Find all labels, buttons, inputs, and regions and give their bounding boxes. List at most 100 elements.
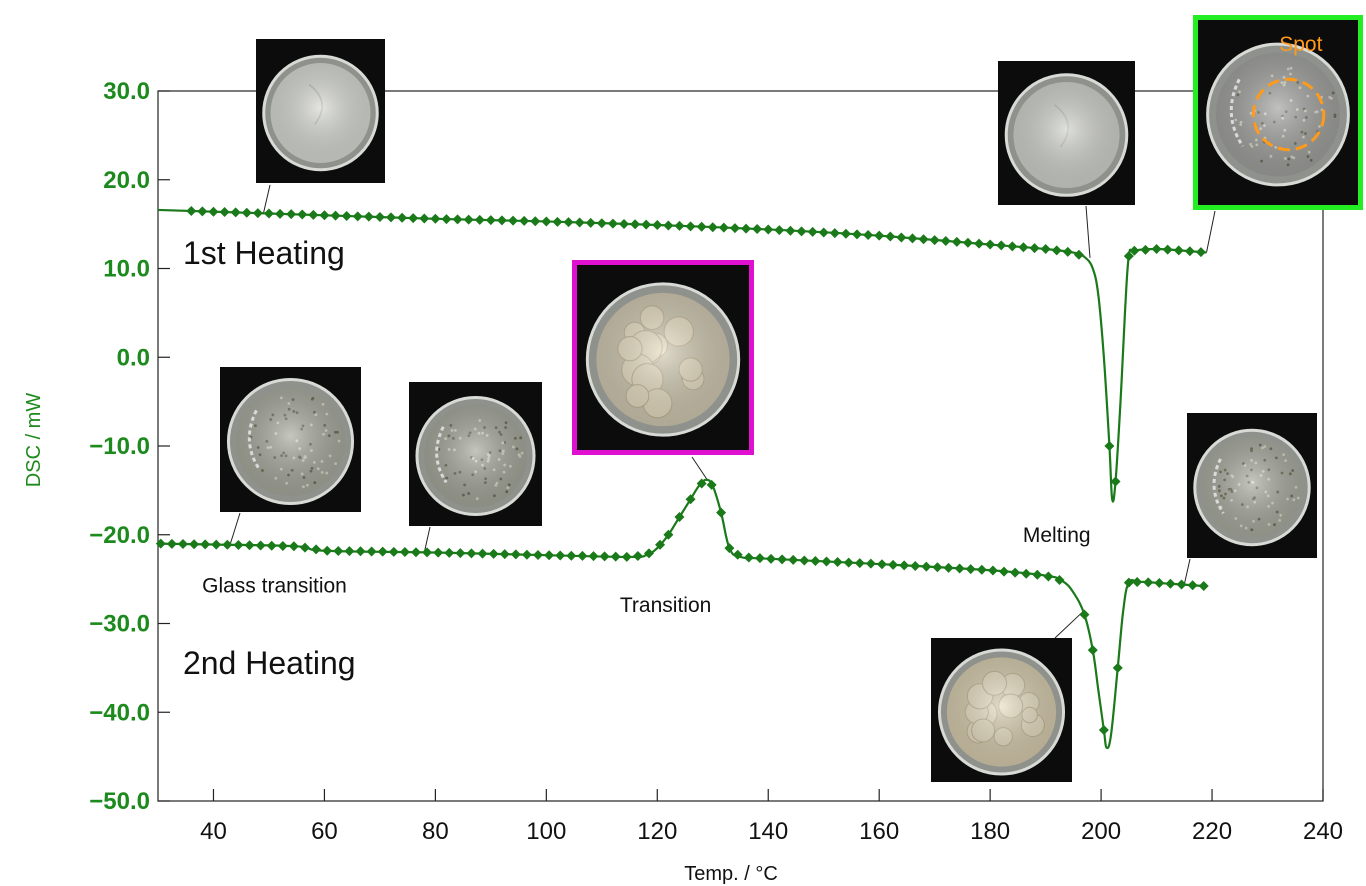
series-marker	[1143, 577, 1154, 588]
sample-photos	[220, 15, 1363, 782]
series-marker	[896, 232, 907, 243]
series-marker	[563, 217, 574, 228]
series-marker	[344, 546, 355, 557]
series-marker	[630, 219, 641, 230]
series-marker	[1112, 662, 1123, 673]
series-marker	[763, 224, 774, 235]
series-marker	[211, 539, 222, 550]
series-marker	[951, 236, 962, 247]
dish-shading	[270, 63, 371, 163]
series-marker	[863, 230, 874, 241]
series-marker	[810, 555, 821, 566]
series-marker	[363, 211, 374, 222]
series-marker	[818, 227, 829, 238]
photo-2nd-melting	[931, 638, 1072, 782]
series-marker	[585, 217, 596, 228]
series-marker	[1165, 578, 1176, 589]
series-marker	[1140, 244, 1151, 255]
series-marker	[422, 547, 433, 558]
series-marker	[544, 550, 555, 561]
series-marker	[277, 540, 288, 551]
series-marker	[843, 557, 854, 568]
series-marker	[463, 214, 474, 225]
y-tick-label: 30.0	[103, 78, 150, 105]
series-marker	[729, 223, 740, 234]
series-marker	[1129, 245, 1140, 256]
series-marker	[208, 206, 219, 217]
series-marker	[588, 551, 599, 562]
y-axis: 30.0 20.0 10.0 0.0 −10.0 −20.0 −30.0 −40.0 −50.0	[89, 78, 170, 815]
series-marker	[607, 218, 618, 229]
series-marker	[876, 559, 887, 570]
series-marker	[985, 239, 996, 250]
series-marker	[397, 212, 408, 223]
series-marker	[530, 216, 541, 227]
photo-glass-transition-end	[409, 382, 542, 526]
series-marker	[976, 564, 987, 575]
series-marker	[910, 561, 921, 572]
series-marker	[752, 224, 763, 235]
series-marker	[865, 558, 876, 569]
y-tick-label: 0.0	[117, 344, 150, 371]
series-marker	[430, 213, 441, 224]
series-marker	[521, 549, 532, 560]
series-marker	[341, 210, 352, 221]
series-marker	[929, 235, 940, 246]
series-marker	[832, 557, 843, 568]
series-marker	[619, 218, 629, 229]
series-marker	[300, 542, 311, 553]
series-marker	[374, 212, 385, 223]
x-tick-label: 240	[1303, 818, 1343, 845]
series-marker	[965, 564, 976, 575]
series-marker	[297, 209, 308, 220]
series-marker	[333, 545, 344, 556]
series-marker	[954, 563, 965, 574]
photo-1st-heating-before-melt	[998, 61, 1135, 205]
series-marker	[577, 550, 588, 561]
series-marker	[632, 551, 643, 562]
series-marker	[1132, 577, 1143, 588]
series-marker	[241, 207, 252, 218]
y-tick-label: −50.0	[89, 788, 150, 815]
series-marker	[785, 225, 796, 236]
series-marker	[852, 229, 862, 240]
series-marker	[322, 545, 333, 556]
series-marker	[1123, 577, 1134, 588]
series-marker	[1110, 476, 1121, 487]
series-marker	[466, 548, 477, 559]
series-marker	[674, 220, 685, 231]
series-marker	[932, 562, 943, 573]
series-marker	[455, 548, 466, 559]
series-marker	[222, 539, 233, 550]
series-marker	[799, 555, 810, 566]
series-marker	[311, 544, 322, 555]
series-marker	[1051, 245, 1062, 256]
series-marker	[774, 225, 785, 236]
y-tick-label: −30.0	[89, 611, 150, 638]
series-marker	[452, 214, 463, 225]
x-tick-label: 100	[526, 818, 566, 845]
series-marker	[541, 216, 552, 227]
x-tick-label: 200	[1081, 818, 1121, 845]
series-marker	[1154, 578, 1165, 589]
series-marker	[663, 529, 674, 540]
leader-line	[423, 526, 431, 553]
photo-leader-lines	[229, 184, 1216, 639]
series-marker	[621, 551, 632, 562]
series-marker	[410, 547, 421, 558]
series-marker	[741, 223, 752, 234]
series-marker	[1087, 645, 1098, 656]
series-marker	[940, 235, 951, 246]
x-tick-label: 120	[637, 818, 677, 845]
dish-shading	[1013, 81, 1120, 189]
series-marker	[508, 215, 519, 226]
series-marker	[186, 205, 197, 216]
series-marker	[419, 213, 430, 224]
series-marker	[355, 546, 366, 557]
series-marker	[499, 549, 510, 560]
series-marker	[408, 213, 419, 224]
series-marker	[388, 546, 399, 557]
series-marker	[685, 221, 696, 232]
x-axis: 40 60 80 100 120 140 160 180 200 220 240	[200, 789, 1343, 845]
series-marker	[330, 210, 341, 221]
